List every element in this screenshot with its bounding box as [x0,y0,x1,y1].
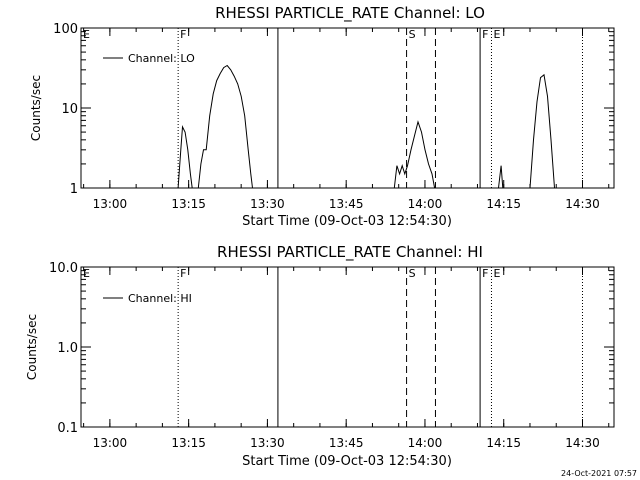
series-line-lo-4 [529,73,555,189]
event-label-hi-3: S [409,267,416,280]
x-tick-label-lo-0: 13:00 [93,197,128,211]
legend-lo: Channel: LO [103,52,195,65]
x-tick-label-lo-3: 13:45 [329,197,364,211]
x-tick-label-hi-6: 14:30 [565,436,600,450]
y-axis-ticks-lo: 1 10 100 [53,22,614,197]
x-axis-label-lo: Start Time (09-Oct-03 12:54:30) [242,214,452,229]
x-axis-label-hi: Start Time (09-Oct-03 12:54:30) [242,454,452,469]
panel-title-hi: RHESSI PARTICLE_RATE Channel: HI [217,243,483,262]
x-tick-label-lo-4: 14:00 [408,197,443,211]
series-line-lo-1 [197,64,253,189]
event-label-lo-6: E [493,28,500,41]
y-axis-label-lo: Counts/sec [29,75,43,141]
y-tick-label-lo-0: 1 [70,182,78,197]
y-axis-label-hi: Counts/sec [25,314,39,380]
x-axis-ticks-hi: 13:00 13:15 13:30 13:45 14:00 14:15 14:30 [83,267,610,450]
legend-label-hi: Channel: HI [128,292,192,305]
series-line-lo-0 [177,125,193,189]
legend-hi: Channel: HI [103,292,192,305]
y-axis-ticks-hi: 0.1 1.0 10.0 [49,261,614,436]
legend-label-lo: Channel: LO [128,52,195,65]
series-lo [177,64,555,189]
y-tick-label-hi-2: 10.0 [49,261,78,276]
x-tick-label-hi-3: 13:45 [329,436,364,450]
event-label-hi-0: E [83,267,90,280]
x-tick-label-hi-2: 13:30 [250,436,285,450]
event-label-hi-6: E [493,267,500,280]
series-line-lo-2 [393,120,436,189]
plot-frame-hi [80,266,615,428]
x-tick-label-lo-5: 14:15 [486,197,521,211]
event-label-lo-0: E [83,28,90,41]
x-tick-label-hi-1: 13:15 [171,436,206,450]
y-tick-label-hi-1: 1.0 [57,341,78,356]
event-label-lo-3: S [409,28,416,41]
x-tick-label-hi-5: 14:15 [486,436,521,450]
x-tick-label-hi-4: 14:00 [408,436,443,450]
y-tick-label-lo-1: 10 [61,102,78,117]
panel-title-lo: RHESSI PARTICLE_RATE Channel: LO [215,4,485,23]
footer-timestamp: 24-Oct-2021 07:57 [561,469,637,478]
x-tick-label-hi-0: 13:00 [93,436,128,450]
x-tick-label-lo-6: 14:30 [565,197,600,211]
y-tick-label-hi-0: 0.1 [57,421,78,436]
event-label-lo-1: F [180,28,186,41]
x-tick-label-lo-1: 13:15 [171,197,206,211]
x-tick-label-lo-2: 13:30 [250,197,285,211]
series-line-lo-3 [498,165,504,189]
event-label-hi-5: F [482,267,488,280]
x-axis-ticks-lo: 13:00 13:15 13:30 13:45 14:00 14:15 14:30 [83,28,610,211]
event-label-hi-1: F [180,267,186,280]
event-label-lo-5: F [482,28,488,41]
y-tick-label-lo-2: 100 [53,22,78,37]
